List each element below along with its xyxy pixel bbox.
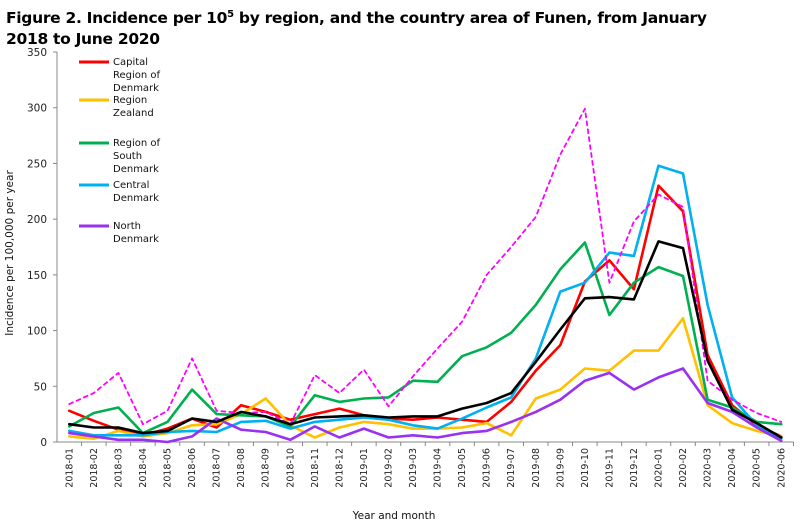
x-tick-label: 2018-08 (236, 448, 247, 488)
x-tick-label: 2019-11 (604, 448, 615, 488)
x-tick-label: 2018-05 (163, 448, 174, 488)
x-tick-label: 2018-10 (285, 448, 296, 488)
x-tick-label: 2019-02 (383, 448, 394, 488)
series-line-region-of-south-denmark (68, 241, 783, 435)
y-axis-label: Incidence per 100,000 per year (4, 170, 16, 336)
x-tick-label: 2019-05 (457, 448, 468, 488)
x-tick-label: 2018-12 (334, 448, 345, 488)
y-tick-label: 300 (27, 103, 47, 115)
y-tick-label: 0 (40, 437, 47, 449)
x-tick-label: 2020-06 (776, 448, 787, 488)
y-tick-label: 250 (27, 158, 47, 170)
legend-label-region-zealand: Region Zealand (113, 95, 154, 119)
x-tick-label: 2018-07 (212, 448, 223, 488)
y-axis-ticks: 0 50 100 150 200 250 300 350 (27, 47, 57, 449)
x-tick-label: 2019-10 (580, 448, 591, 488)
legend-label-central-denmark: Central Denmark (113, 180, 159, 204)
x-axis-ticks: 2018-01 2018-02 2018-03 2018-04 2018-05 2018-… (64, 442, 794, 488)
y-tick-label: 50 (34, 381, 47, 393)
x-tick-label: 2019-12 (629, 448, 640, 488)
x-tick-label: 2018-09 (261, 448, 272, 488)
y-tick-label: 200 (27, 214, 47, 226)
series-line-central-denmark (68, 164, 783, 441)
legend-label-region-of-south-denmark: Region of South Denmark (113, 138, 161, 175)
x-tick-label: 2019-04 (433, 448, 444, 488)
legend-label-capital-region-of-denmark: Capital Region of Denmark (113, 57, 161, 94)
x-tick-label: 2019-01 (359, 448, 370, 488)
series-line-north-denmark (68, 367, 783, 444)
x-tick-label: 2018-11 (310, 448, 321, 488)
x-tick-label: 2018-01 (64, 448, 75, 488)
x-tick-label: 2019-03 (408, 448, 419, 488)
y-tick-label: 350 (27, 47, 47, 59)
x-tick-label: 2018-04 (138, 448, 149, 488)
x-tick-label: 2018-06 (187, 448, 198, 488)
x-tick-label: 2019-06 (482, 448, 493, 488)
x-tick-label: 2020-03 (703, 448, 714, 488)
x-tick-label: 2018-02 (89, 448, 100, 488)
legend-label-north-denmark: North Denmark (113, 221, 159, 245)
series-line-capital-region-of-denmark (68, 184, 783, 438)
x-tick-label: 2018-03 (113, 448, 124, 488)
series-line-region-zealand (68, 316, 783, 441)
x-tick-label: 2019-07 (506, 448, 517, 488)
x-tick-label: 2019-08 (531, 448, 542, 488)
x-axis-label: Year and month (352, 510, 436, 522)
page-title: Figure 2. Incidence per 105 by region, a… (6, 9, 707, 49)
x-tick-label: 2020-04 (727, 448, 738, 488)
y-tick-label: 100 (27, 326, 47, 338)
y-tick-label: 150 (27, 270, 47, 282)
series-lines (68, 107, 783, 444)
series-line-funen (68, 107, 783, 426)
x-tick-label: 2020-05 (752, 448, 763, 488)
series-line-denmark (68, 240, 783, 439)
x-tick-label: 2020-01 (654, 448, 665, 488)
x-tick-label: 2019-09 (555, 448, 566, 488)
x-tick-label: 2020-02 (678, 448, 689, 488)
